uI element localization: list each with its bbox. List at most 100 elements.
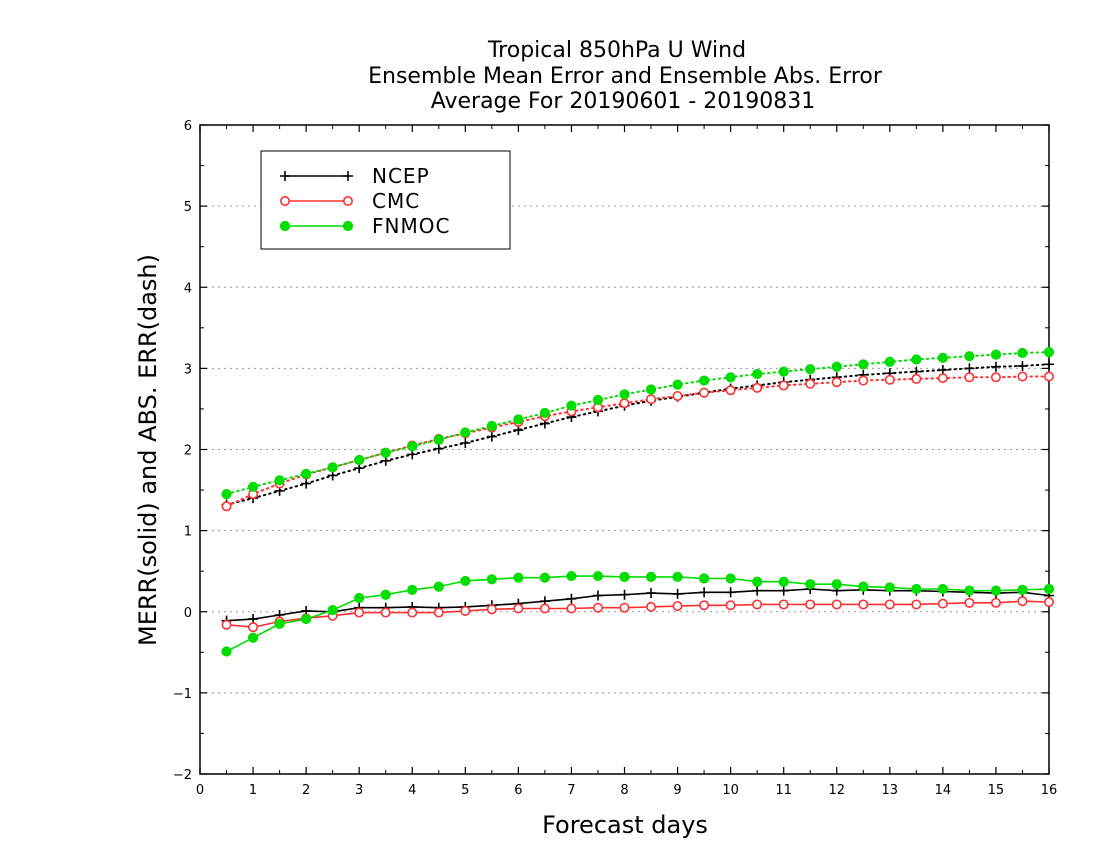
- merr-point: [699, 600, 710, 611]
- abs-err-point: [274, 475, 285, 486]
- merr-point: [964, 585, 975, 596]
- legend-marker: [342, 196, 353, 207]
- merr-point: [566, 570, 577, 582]
- abs-err-point: [964, 363, 975, 374]
- x-tick-label: 6: [514, 783, 522, 798]
- abs-err-point: [672, 379, 683, 390]
- abs-err-point: [645, 384, 657, 395]
- merr-point: [1044, 597, 1055, 608]
- x-tick-label: 7: [567, 783, 575, 798]
- merr-point: [221, 619, 232, 630]
- abs-err-point: [990, 361, 1001, 372]
- abs-err-point: [937, 373, 948, 384]
- chart-title-line-1: Tropical 850hPa U Wind: [487, 38, 746, 63]
- abs-err-point: [460, 427, 471, 438]
- x-tick-label: 14: [935, 783, 952, 798]
- y-tick-label: 6: [184, 119, 192, 134]
- merr-point: [460, 605, 471, 616]
- x-tick-label: 2: [302, 783, 310, 798]
- abs-err-point: [699, 387, 710, 398]
- merr-point: [699, 587, 710, 598]
- merr-point: [672, 601, 683, 612]
- merr-point: [778, 585, 789, 596]
- merr-point: [805, 599, 816, 610]
- merr-point: [778, 576, 789, 587]
- merr-point: [990, 585, 1002, 596]
- merr-point: [592, 602, 603, 613]
- merr-point: [566, 593, 577, 604]
- abs-err-point: [964, 351, 975, 362]
- legend-marker: [279, 196, 290, 207]
- abs-err-point: [433, 443, 444, 454]
- abs-err-point: [831, 361, 842, 372]
- abs-err-point: [778, 380, 789, 391]
- series-ncep: [221, 359, 1054, 626]
- abs-err-point: [221, 501, 232, 512]
- abs-err-point: [566, 400, 577, 411]
- abs-err-point: [380, 447, 391, 458]
- merr-point: [725, 587, 736, 598]
- merr-point: [964, 597, 975, 608]
- merr-point: [937, 598, 948, 609]
- x-tick-label: 9: [673, 783, 681, 798]
- merr-point: [433, 607, 444, 618]
- x-tick-label: 1: [249, 783, 257, 798]
- abs-err-point: [752, 382, 763, 393]
- abs-err-point: [990, 349, 1002, 360]
- abs-err-point: [884, 356, 895, 367]
- merr-point: [221, 646, 232, 657]
- merr-point: [486, 604, 497, 615]
- abs-err-point: [858, 359, 869, 370]
- abs-err-point: [433, 434, 444, 445]
- abs-err-point: [1017, 347, 1028, 359]
- y-tick-label: 0: [184, 606, 192, 621]
- abs-err-point: [858, 375, 869, 386]
- merr-point: [486, 574, 497, 585]
- abs-err-line: [225, 351, 1050, 496]
- x-tick-label: 11: [775, 783, 792, 798]
- x-tick-label: 13: [882, 783, 899, 798]
- abs-err-point: [1017, 371, 1028, 382]
- legend-marker: [342, 220, 354, 232]
- abs-err-point: [884, 374, 895, 385]
- abs-err-point: [672, 390, 683, 401]
- merr-point: [354, 592, 365, 604]
- chart-title: Tropical 850hPa U Wind Ensemble Mean Err…: [368, 38, 883, 114]
- abs-err-point: [805, 364, 816, 375]
- x-tick-label: 15: [988, 783, 1005, 798]
- y-tick-label: 3: [184, 362, 192, 377]
- abs-err-point: [805, 378, 816, 389]
- abs-err-point: [619, 389, 630, 400]
- legend-entry-fnmoc: FNMOC: [279, 214, 449, 238]
- merr-point: [937, 583, 948, 595]
- legend-label: CMC: [372, 189, 420, 213]
- abs-err-point: [725, 385, 736, 396]
- merr-point: [831, 599, 842, 610]
- series-cmc: [221, 371, 1055, 633]
- merr-point: [884, 582, 895, 593]
- abs-err-point: [592, 394, 604, 406]
- merr-point: [619, 602, 630, 613]
- abs-err-point: [911, 373, 922, 384]
- x-tick-label: 5: [461, 783, 469, 798]
- merr-point: [858, 599, 869, 610]
- abs-err-point: [247, 481, 259, 492]
- merr-point: [752, 585, 763, 596]
- merr-point: [592, 590, 603, 601]
- abs-err-line: [225, 375, 1050, 508]
- abs-err-point: [1043, 347, 1055, 358]
- merr-point: [646, 601, 657, 612]
- chart-title-line-2: Ensemble Mean Error and Ensemble Abs. Er…: [368, 64, 883, 89]
- merr-point: [725, 600, 736, 611]
- abs-err-point: [831, 377, 842, 388]
- y-tick-label: 4: [184, 281, 192, 296]
- merr-line: [226, 600, 1050, 629]
- y-tick-label: −1: [173, 687, 192, 702]
- abs-err-point: [486, 420, 497, 432]
- legend-box: [260, 150, 511, 250]
- merr-point: [513, 603, 524, 614]
- merr-point: [1017, 584, 1028, 595]
- merr-point: [752, 576, 763, 587]
- merr-point: [725, 573, 736, 584]
